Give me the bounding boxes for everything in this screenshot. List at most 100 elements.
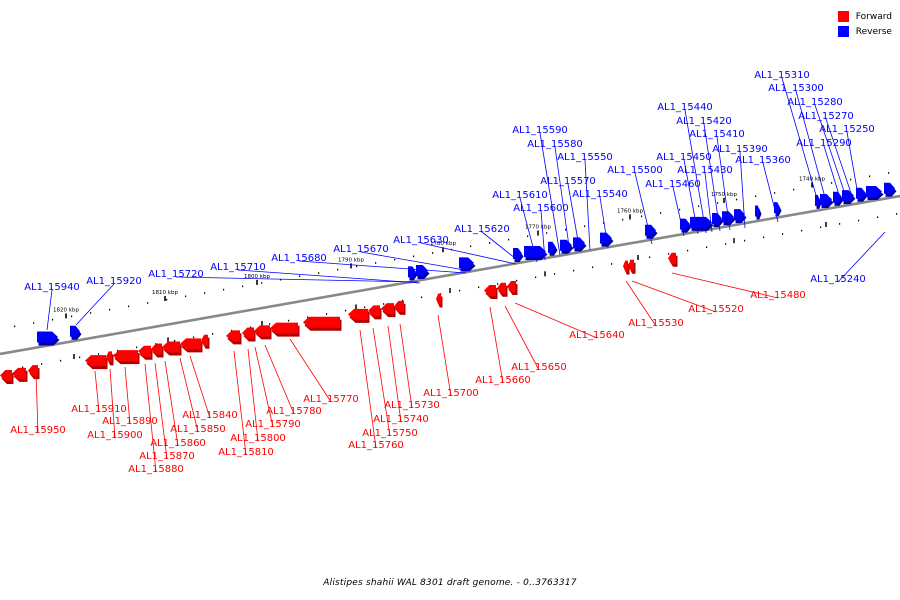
gene-leader-line bbox=[481, 231, 521, 263]
gene-label: AL1_15860 bbox=[150, 438, 206, 449]
scale-minor-tick bbox=[478, 286, 480, 289]
scale-minor-tick bbox=[60, 359, 62, 362]
gene-arrow bbox=[394, 300, 404, 312]
scale-minor-tick bbox=[421, 296, 423, 299]
genome-backbone bbox=[0, 194, 900, 356]
scale-minor-tick bbox=[497, 283, 499, 285]
gene-label: AL1_15290 bbox=[796, 138, 852, 149]
scale-kbp-label: 1790 kbp bbox=[338, 257, 364, 263]
gene-label: AL1_15760 bbox=[348, 440, 404, 451]
scale-minor-tick bbox=[687, 249, 689, 252]
scale-minor-tick bbox=[128, 305, 130, 308]
gene-arrow bbox=[497, 282, 506, 294]
scale-minor-tick bbox=[383, 303, 385, 305]
scale-minor-tick bbox=[223, 288, 225, 291]
scale-minor-tick bbox=[364, 306, 366, 309]
gene-arrow bbox=[833, 191, 842, 203]
gene-arrow bbox=[368, 305, 380, 317]
scale-minor-tick bbox=[174, 339, 176, 342]
scale-minor-tick bbox=[858, 219, 860, 222]
gene-leader-line bbox=[631, 280, 717, 313]
gene-arrow bbox=[28, 365, 38, 377]
gene-leader-line bbox=[671, 272, 779, 299]
scale-minor-tick bbox=[33, 322, 35, 324]
scale-minor-tick bbox=[850, 178, 852, 181]
gene-leader-line bbox=[823, 145, 841, 199]
gene-leader-line bbox=[584, 159, 591, 251]
gene-arrow bbox=[162, 341, 180, 353]
gene-label: AL1_15750 bbox=[362, 428, 418, 439]
gene-label: AL1_15850 bbox=[170, 424, 226, 435]
gene-leader-line bbox=[189, 355, 211, 419]
gene-leader-line bbox=[716, 136, 731, 231]
scale-minor-tick bbox=[744, 239, 746, 242]
scale-minor-tick bbox=[611, 263, 613, 265]
gene-arrow bbox=[85, 355, 106, 367]
gene-label: AL1_15440 bbox=[657, 102, 713, 113]
gene-label: AL1_15300 bbox=[768, 83, 824, 94]
gene-arrow bbox=[866, 185, 882, 197]
gene-label: AL1_15500 bbox=[607, 165, 663, 176]
gene-arrow bbox=[242, 327, 254, 339]
gene-arrow bbox=[856, 187, 866, 199]
scale-minor-tick bbox=[820, 226, 822, 229]
gene-arrow bbox=[712, 213, 722, 225]
scale-minor-tick bbox=[565, 228, 567, 231]
scale-minor-tick bbox=[212, 333, 214, 335]
scale-minor-tick bbox=[516, 279, 518, 282]
gene-leader-line bbox=[814, 104, 847, 198]
scale-minor-tick bbox=[649, 256, 651, 259]
scale-minor-tick bbox=[801, 229, 803, 232]
gene-leader-line bbox=[35, 371, 39, 434]
gene-label: AL1_15530 bbox=[628, 318, 684, 329]
gene-arrow bbox=[436, 293, 441, 305]
scale-minor-tick bbox=[117, 349, 119, 352]
scale-minor-tick bbox=[231, 329, 233, 332]
gene-arrow bbox=[381, 303, 394, 315]
scale-ticks: 1820 kbp 1810 kbp 1800 kbp 1790 kbp 1780 kbp… bbox=[14, 172, 898, 369]
scale-minor-tick bbox=[356, 265, 358, 268]
scale-minor-tick bbox=[166, 298, 168, 301]
gene-label: AL1_15700 bbox=[423, 388, 479, 399]
gene-label: AL1_15580 bbox=[527, 139, 583, 150]
gene-label: AL1_15840 bbox=[182, 410, 238, 421]
gene-labels: AL1_15940 AL1_15920 AL1_15720 AL1_15710 AL1_… bbox=[10, 70, 886, 475]
scale-minor-tick bbox=[41, 363, 43, 365]
gene-leader-line bbox=[504, 305, 540, 371]
gene-leader-line bbox=[144, 363, 157, 473]
scale-minor-tick bbox=[603, 222, 605, 224]
scale-minor-tick bbox=[592, 266, 594, 269]
scale-minor-tick bbox=[261, 282, 263, 284]
gene-label: AL1_15880 bbox=[128, 464, 184, 475]
gene-label: AL1_15720 bbox=[148, 269, 204, 280]
gene-leader-line bbox=[554, 146, 571, 254]
scale-minor-tick bbox=[269, 323, 271, 325]
scale-minor-tick bbox=[79, 356, 81, 359]
scale-minor-tick bbox=[185, 295, 187, 298]
scale-minor-tick bbox=[763, 236, 765, 239]
scale-minor-tick bbox=[147, 302, 149, 304]
gene-label: AL1_15800 bbox=[230, 433, 286, 444]
gene-label: AL1_15250 bbox=[819, 124, 875, 135]
gene-leader-line bbox=[154, 362, 168, 460]
scale-minor-tick bbox=[98, 353, 100, 355]
gene-leader-line bbox=[247, 348, 259, 442]
scale-minor-tick bbox=[896, 213, 898, 215]
scale-minor-tick bbox=[706, 246, 708, 249]
gene-label: AL1_15660 bbox=[475, 375, 531, 386]
gene-label: AL1_15710 bbox=[210, 262, 266, 273]
scale-minor-tick bbox=[136, 346, 138, 349]
gene-arrow bbox=[12, 367, 26, 379]
scale-minor-tick bbox=[288, 319, 290, 322]
gene-leader-line bbox=[175, 276, 419, 283]
gene-label: AL1_15240 bbox=[810, 274, 866, 285]
gene-label: AL1_15460 bbox=[645, 179, 701, 190]
gene-arrow bbox=[0, 370, 12, 381]
scale-minor-tick bbox=[90, 312, 92, 314]
gene-label: AL1_15890 bbox=[102, 416, 158, 427]
gene-leader-line bbox=[567, 183, 581, 253]
gene-label: AL1_15910 bbox=[71, 404, 127, 415]
gene-label: AL1_15430 bbox=[677, 165, 733, 176]
scale-kbp-label: 1800 kbp bbox=[244, 274, 270, 280]
scale-minor-tick bbox=[489, 242, 491, 244]
